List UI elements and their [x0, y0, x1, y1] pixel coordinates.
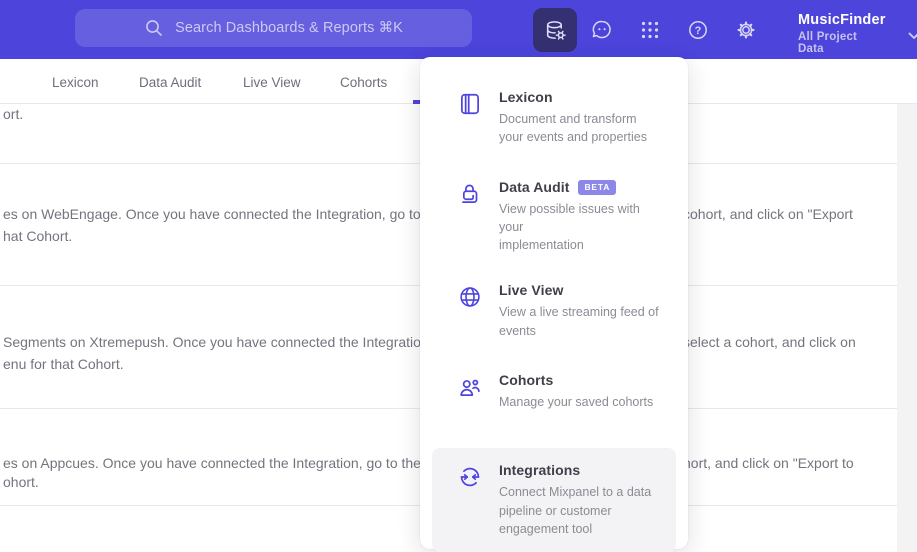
globe-icon: [457, 284, 483, 315]
people-icon: [457, 374, 483, 405]
help-button[interactable]: ?: [686, 18, 710, 42]
search-icon: [144, 18, 164, 38]
bg-text-fragment: ort.: [3, 106, 24, 122]
apps-grid-icon: [638, 18, 662, 42]
menu-item-description: Connect Mixpanel to a data pipeline or c…: [499, 485, 652, 536]
project-scope: All Project Data: [798, 31, 858, 55]
settings-button[interactable]: [734, 18, 758, 42]
bg-text-fragment: ohort.: [3, 474, 39, 490]
menu-item-title: Cohorts: [499, 372, 554, 389]
bg-text-fragment: hort, and click on "Export to: [683, 455, 854, 471]
menu-item-description: Document and transform your events and p…: [499, 112, 648, 145]
menu-item-integrations[interactable]: Integrations Connect Mixpanel to a data …: [432, 448, 676, 552]
tab-live-view[interactable]: Live View: [243, 75, 301, 90]
beta-badge: BETA: [578, 179, 617, 195]
menu-item-title: Data Audit BETA: [499, 179, 663, 195]
svg-text:?: ?: [695, 25, 702, 37]
feedback-button[interactable]: [590, 18, 614, 42]
feedback-icon: [590, 18, 614, 42]
bg-text-fragment: Segments on Xtremepush. Once you have co…: [3, 334, 433, 350]
menu-item-data-audit[interactable]: Data Audit BETA View possible issues with…: [432, 165, 676, 268]
chevron-down-icon: [908, 32, 917, 40]
project-name: MusicFinder: [798, 12, 886, 28]
audit-lock-icon: [457, 181, 483, 212]
apps-grid-button[interactable]: [638, 18, 662, 42]
tab-lexicon[interactable]: Lexicon: [52, 75, 99, 90]
menu-item-lexicon[interactable]: Lexicon Document and transform your even…: [432, 75, 676, 165]
menu-item-cohorts[interactable]: Cohorts Manage your saved cohorts: [432, 358, 676, 448]
search-placeholder: Search Dashboards & Reports ⌘K: [175, 20, 403, 36]
menu-item-description: View a live streaming feed of events: [499, 305, 659, 338]
bg-text-fragment: cohort, and click on "Export: [683, 206, 853, 222]
menu-item-description: Manage your saved cohorts: [499, 395, 654, 410]
bg-text-fragment: es on WebEngage. Once you have connected…: [3, 206, 445, 222]
menu-item-live-view[interactable]: Live View View a live streaming feed of …: [432, 268, 676, 358]
data-management-button[interactable]: [533, 8, 577, 52]
active-tab-indicator: [413, 100, 425, 104]
bg-text-fragment: es on Appcues. Once you have connected t…: [3, 455, 437, 471]
tab-data-audit[interactable]: Data Audit: [139, 75, 202, 90]
menu-item-title: Integrations: [499, 462, 581, 479]
tab-cohorts[interactable]: Cohorts: [340, 75, 388, 90]
bg-text-fragment: enu for that Cohort.: [3, 356, 124, 372]
menu-item-description: View possible issues with your implement…: [499, 202, 640, 253]
top-nav-bar: Search Dashboards & Reports ⌘K: [0, 0, 917, 59]
menu-item-title: Lexicon: [499, 89, 553, 105]
bg-text-fragment: hat Cohort.: [3, 228, 73, 244]
bg-text-fragment: select a cohort, and click on: [683, 334, 856, 350]
sync-arrows-icon: [457, 464, 483, 495]
database-gear-icon: [543, 18, 568, 43]
scrollbar-gutter: [897, 104, 917, 552]
gear-icon: [734, 18, 758, 42]
book-icon: [457, 91, 483, 122]
data-management-menu: Lexicon Document and transform your even…: [420, 57, 688, 552]
project-switcher[interactable]: MusicFinder All Project Data: [798, 12, 917, 55]
search-input[interactable]: Search Dashboards & Reports ⌘K: [75, 9, 472, 47]
help-icon: ?: [686, 18, 710, 42]
menu-item-title: Live View: [499, 282, 564, 299]
